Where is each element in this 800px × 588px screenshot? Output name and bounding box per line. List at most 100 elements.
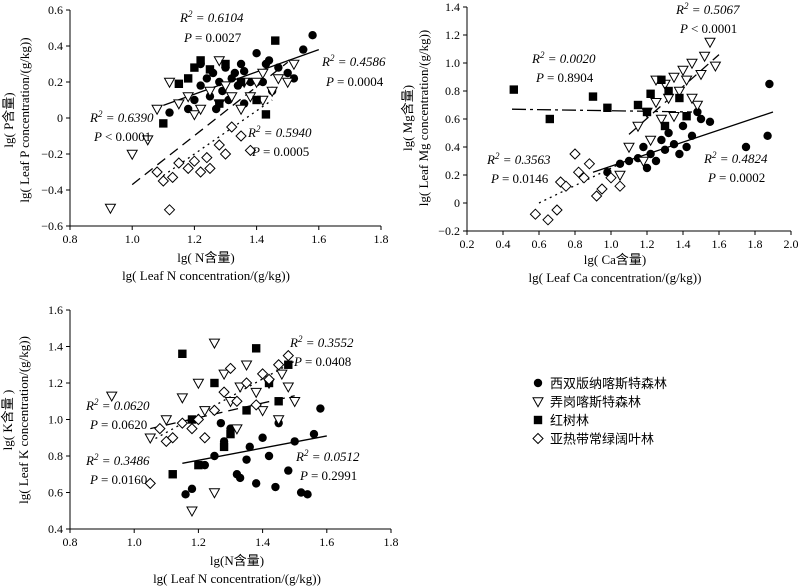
point-diamond — [173, 157, 185, 169]
point-triangle-down — [208, 488, 221, 499]
x-tick-label: 1.2 — [640, 237, 655, 251]
point-triangle-down — [105, 391, 118, 402]
point-circle — [675, 149, 684, 159]
point-circle — [242, 455, 251, 464]
point-triangle-down — [677, 65, 689, 77]
point-circle — [202, 74, 212, 83]
point-circle — [200, 460, 210, 470]
point-triangle-down — [182, 92, 195, 103]
point-diamond — [166, 171, 179, 184]
panel-p-vs-n: 0.8 1.0 1.2 1.4 1.6 1.8 −0.6 −0.4 −0.2 0 0.2 0.4 0.6… — [1, 3, 389, 283]
point-triangle-down — [288, 59, 300, 71]
point-square — [187, 415, 197, 424]
point-diamond — [244, 144, 257, 157]
y-axis-label-cn: lg( P含量) — [1, 92, 16, 147]
annotation-r2-3: R2 = 0.0512 — [295, 448, 360, 464]
y-axis-label-en: lg( Leaf Mg concentration/(g/kg)) — [416, 30, 431, 207]
annotation-r2-0: R2 = 0.5067 — [675, 1, 740, 17]
point-square — [219, 442, 229, 452]
point-circle — [657, 135, 666, 145]
point-triangle-down — [632, 121, 644, 133]
point-circle — [245, 442, 254, 452]
x-tick-label: 1.4 — [249, 232, 264, 246]
point-circle — [678, 121, 688, 131]
point-triangle-down — [272, 415, 285, 426]
point-diamond — [144, 477, 156, 490]
legend-label: 红树林 — [550, 413, 589, 428]
point-triangle-down — [644, 135, 657, 147]
annotation-p-3: P = 0.2991 — [299, 468, 357, 483]
point-triangle-down — [680, 75, 693, 87]
y-tick-label: 0 — [454, 196, 460, 210]
annotation-r2-1: R2 = 0.4586 — [321, 53, 386, 69]
annotation-r2-0: R2 = 0.3552 — [289, 334, 354, 350]
point-diamond — [176, 417, 189, 429]
point-triangle-down — [256, 406, 269, 417]
annotation-r2-0: R2 = 0.6104 — [179, 9, 244, 25]
fit-line-circle — [182, 435, 327, 464]
point-square — [660, 121, 670, 131]
point-triangle-down — [104, 203, 117, 215]
y-tick-label: 0.2 — [445, 168, 460, 182]
point-circle — [642, 163, 652, 173]
point-square — [210, 378, 219, 388]
y-axis-label-en: lg( Leaf P concentration/(g/kg)) — [17, 37, 32, 202]
point-circle — [660, 145, 670, 154]
point-circle — [309, 429, 319, 439]
point-triangle-down — [194, 104, 207, 116]
point-triangle-down — [198, 406, 211, 417]
point-triangle-down — [668, 112, 680, 123]
y-tick-label: −0.2 — [41, 147, 63, 161]
legend-marker-square — [533, 415, 543, 425]
point-square — [221, 59, 230, 69]
y-tick-label: 0.4 — [48, 522, 63, 536]
point-circle — [283, 68, 292, 78]
point-circle — [216, 418, 226, 428]
point-diamond — [224, 362, 237, 375]
point-circle — [252, 49, 261, 58]
annotation-p-2: P = 0.0160 — [89, 472, 147, 487]
point-square — [183, 74, 193, 83]
point-circle — [264, 56, 274, 65]
y-tick-label: 0.6 — [445, 112, 460, 126]
point-square — [588, 92, 598, 101]
y-tick-label: 0.4 — [48, 39, 63, 53]
y-tick-label: 0 — [57, 111, 63, 125]
point-circle — [624, 156, 634, 166]
annotation-p-0: P < 0.0001 — [679, 21, 737, 36]
x-tick-label: 1.4 — [676, 237, 691, 251]
annotation-r2-2: R2 = 0.3563 — [486, 151, 551, 167]
point-diamond — [163, 204, 176, 216]
point-circle — [236, 59, 246, 69]
point-triangle-down — [235, 104, 247, 116]
point-circle — [308, 31, 317, 40]
point-triangle-down — [126, 149, 139, 161]
x-tick-label: 2.0 — [784, 237, 799, 251]
point-diamond — [226, 121, 238, 133]
point-square — [226, 429, 235, 439]
legend-label: 亚热带常绿阔叶林 — [550, 432, 654, 447]
point-circle — [316, 404, 325, 413]
point-diamond — [542, 214, 554, 226]
x-tick-label: 1.2 — [191, 535, 206, 549]
point-diamond — [235, 130, 247, 142]
point-diamond — [569, 148, 581, 160]
x-tick-label: 1.8 — [384, 535, 399, 549]
y-tick-label: 0.6 — [48, 3, 63, 17]
point-circle — [296, 488, 306, 497]
x-tick-label: 0.4 — [496, 237, 511, 251]
panel-mg-vs-ca: 0.2 0.4 0.6 0.8 1.0 1.2 1.4 1.6 1.8 2.0 −0.2 0 0.2 0.… — [400, 0, 799, 285]
point-square — [252, 95, 261, 105]
point-circle — [235, 473, 245, 483]
point-square — [215, 99, 224, 108]
point-triangle-down — [637, 156, 650, 168]
point-circle — [239, 67, 249, 76]
point-diamond — [157, 175, 170, 187]
point-circle — [693, 107, 702, 117]
point-triangle-down — [192, 378, 205, 390]
annotation-r2-3: R2 = 0.5940 — [247, 124, 312, 140]
point-triangle-down — [282, 382, 295, 393]
point-square — [657, 75, 666, 84]
legend-marker-triangle-down — [532, 397, 544, 408]
x-tick-label: 1.8 — [374, 232, 389, 246]
